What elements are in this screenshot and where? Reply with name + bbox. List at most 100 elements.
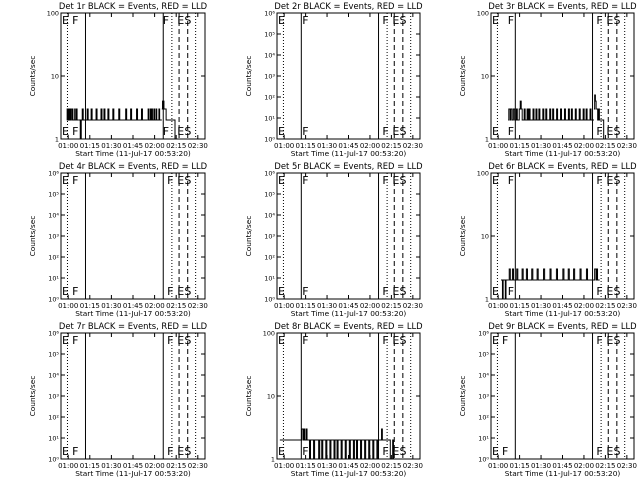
x-axis-label: Start Time (11-Jul-17 00:53:20) — [75, 469, 191, 478]
marker-s-bottom: S — [400, 445, 407, 458]
x-tick-label: 01:45 — [552, 142, 572, 150]
panel-det5: Det 5r BLACK = Events, RED = LLD 10⁰ 10¹ 10… — [244, 161, 423, 318]
y-axis-label: Counts/sec — [458, 376, 467, 417]
event-rate-trace — [308, 439, 380, 460]
y-tick-label: 10⁴ — [48, 372, 59, 380]
x-tick-label: 02:15 — [381, 142, 401, 150]
x-tick-label: 01:15 — [296, 142, 316, 150]
y-tick-label: 1 — [485, 296, 489, 304]
x-tick-label: 02:30 — [188, 302, 208, 310]
event-rate-trace — [78, 108, 148, 140]
marker-e-bottom: E — [606, 445, 613, 458]
x-tick-label: 02:00 — [145, 142, 165, 150]
y-tick-label: 100 — [263, 330, 275, 338]
x-axis-label: Start Time (11-Jul-17 00:53:20) — [291, 309, 407, 318]
event-rate-trace — [501, 279, 509, 300]
x-tick-label: 01:45 — [552, 462, 572, 470]
marker-e-bottom: E — [492, 125, 499, 138]
x-tick-label: 01:00 — [58, 462, 78, 470]
x-tick-label: 01:30 — [317, 462, 337, 470]
y-tick-label: 100 — [477, 10, 489, 18]
x-tick-label: 02:15 — [166, 142, 186, 150]
y-tick-label: 10⁴ — [264, 212, 275, 220]
panel-det2: Det 2r BLACK = Events, RED = LLD 10⁰ 10¹ 10… — [244, 1, 423, 158]
marker-f-bottom: F — [382, 445, 388, 458]
event-rate-trace — [147, 108, 162, 121]
x-tick-label: 02:15 — [595, 302, 615, 310]
marker-e-bottom: E — [62, 445, 69, 458]
y-tick-label: 10⁰ — [478, 456, 489, 464]
x-tick-label: 02:00 — [574, 302, 594, 310]
marker-s-bottom: S — [184, 445, 191, 458]
marker-f-bottom: F — [72, 445, 78, 458]
marker-s-top: S — [184, 174, 191, 187]
marker-f-top: F — [508, 14, 514, 27]
y-axis-label: Counts/sec — [28, 56, 37, 97]
y-axis-label: Counts/sec — [244, 376, 253, 417]
marker-f-bottom: F — [302, 125, 308, 138]
x-tick-label: 01:30 — [531, 302, 551, 310]
event-rate-trace — [508, 268, 594, 281]
panel-title: Det 4r BLACK = Events, RED = LLD — [59, 161, 207, 171]
x-tick-label: 02:30 — [188, 142, 208, 150]
event-rate-trace — [301, 428, 309, 441]
x-axis-label: Start Time (11-Jul-17 00:53:20) — [75, 149, 191, 158]
event-rate-trace — [593, 94, 597, 110]
marker-e-top: E — [492, 14, 499, 27]
event-rate-trace — [596, 108, 606, 140]
y-tick-label: 10⁰ — [264, 296, 275, 304]
y-tick-label: 10³ — [264, 73, 275, 81]
event-rate-trace — [169, 119, 177, 140]
y-tick-label: 10⁴ — [264, 52, 275, 60]
y-axis-label: Counts/sec — [458, 216, 467, 257]
y-tick-label: 10⁶ — [48, 170, 59, 178]
marker-e-bottom: E — [492, 445, 499, 458]
x-tick-label: 02:00 — [145, 462, 165, 470]
marker-e-bottom: E — [177, 445, 184, 458]
panel-title: Det 7r BLACK = Events, RED = LLD — [59, 321, 207, 331]
event-rate-trace — [66, 108, 72, 121]
marker-f-top: F — [382, 334, 388, 347]
panel-title: Det 8r BLACK = Events, RED = LLD — [274, 321, 422, 331]
x-tick-label: 02:30 — [617, 142, 637, 150]
marker-e-top: E — [606, 14, 613, 27]
y-tick-label: 10¹ — [264, 115, 275, 123]
x-axis-label: Start Time (11-Jul-17 00:53:20) — [505, 149, 621, 158]
y-axis-label: Counts/sec — [458, 56, 467, 97]
y-axis-label: Counts/sec — [28, 376, 37, 417]
x-tick-label: 01:00 — [58, 142, 78, 150]
marker-e-bottom: E — [392, 285, 399, 298]
marker-s-bottom: S — [614, 445, 621, 458]
y-tick-label: 10⁶ — [478, 330, 489, 338]
plot-frame — [276, 172, 421, 300]
marker-f-top: F — [167, 174, 173, 187]
x-tick-label: 01:00 — [274, 142, 294, 150]
y-tick-label: 10 — [481, 233, 489, 241]
x-tick-label: 01:15 — [80, 142, 100, 150]
marker-e-top: E — [492, 334, 499, 347]
x-tick-label: 02:00 — [360, 462, 380, 470]
marker-f-bottom: F — [382, 285, 388, 298]
y-tick-label: 10² — [264, 254, 275, 262]
marker-e-top: E — [606, 334, 613, 347]
marker-e-bottom: E — [492, 285, 499, 298]
marker-f-top: F — [72, 174, 78, 187]
marker-f-bottom: F — [163, 125, 169, 138]
panel-det4: Det 4r BLACK = Events, RED = LLD 10⁰ 10¹ 10… — [28, 161, 208, 318]
marker-f-top: F — [302, 334, 308, 347]
x-tick-label: 01:00 — [58, 302, 78, 310]
y-tick-label: 10⁰ — [264, 136, 275, 144]
marker-s-top: S — [614, 174, 621, 187]
x-tick-label: 01:45 — [123, 302, 143, 310]
y-tick-label: 10⁵ — [478, 351, 489, 359]
x-tick-label: 01:45 — [338, 462, 358, 470]
x-tick-label: 02:30 — [188, 462, 208, 470]
y-tick-label: 10¹ — [264, 275, 275, 283]
y-tick-label: 10⁴ — [478, 372, 489, 380]
event-rate-trace — [593, 268, 600, 281]
marker-f-bottom: F — [72, 285, 78, 298]
marker-f-bottom: F — [508, 285, 514, 298]
marker-e-top: E — [62, 14, 69, 27]
x-tick-label: 02:15 — [381, 462, 401, 470]
event-rate-trace — [379, 428, 395, 460]
